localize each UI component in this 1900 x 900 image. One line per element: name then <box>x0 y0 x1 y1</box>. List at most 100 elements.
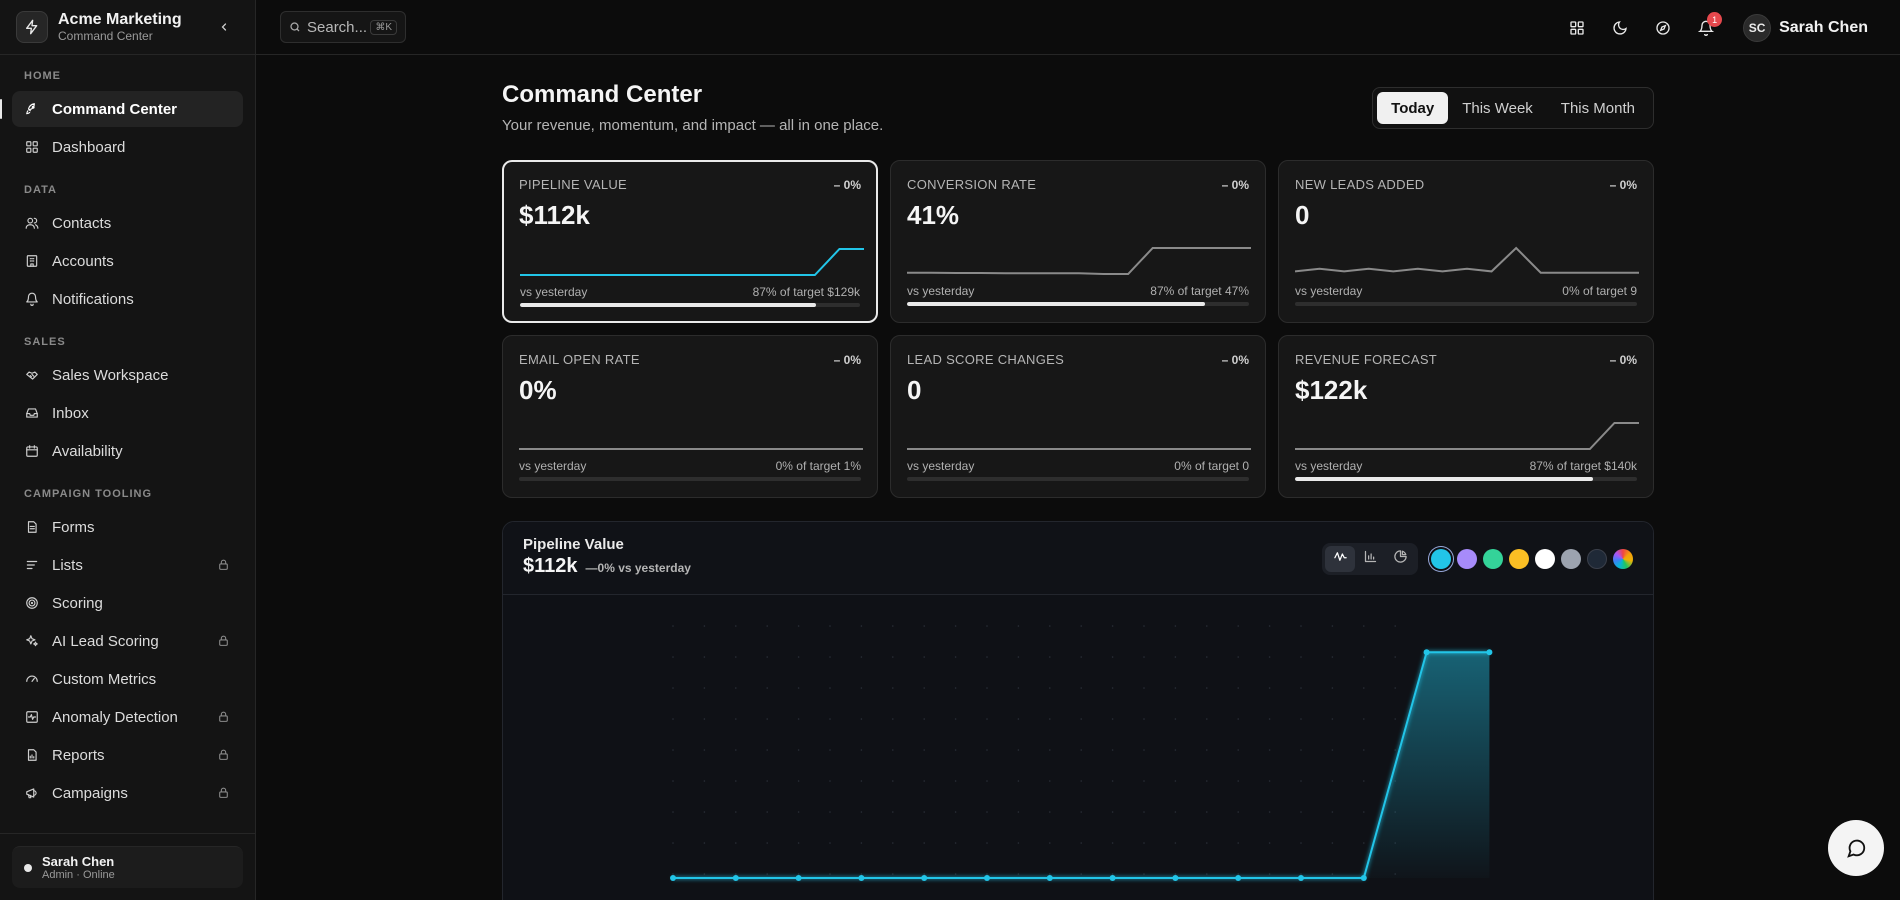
bar-chart-button[interactable] <box>1355 546 1385 572</box>
grid-dot <box>1111 842 1114 844</box>
grid-dot <box>892 656 894 658</box>
range-this-month-button[interactable]: This Month <box>1560 99 1635 117</box>
grid-dot <box>672 687 674 689</box>
pie-chart-button[interactable] <box>1385 546 1415 572</box>
compass-icon[interactable] <box>1649 14 1677 42</box>
kpi-progress-bar <box>1295 477 1637 481</box>
line-chart-button[interactable] <box>1325 546 1355 572</box>
grid-dot <box>1049 873 1051 875</box>
kpi-delta: – 0% <box>1221 178 1249 192</box>
kpi-footer: vs yesterday 0% of target 0 <box>907 459 1249 473</box>
sidebar-item-custom-metrics[interactable]: Custom Metrics <box>12 661 243 697</box>
grid-dot <box>1331 842 1334 844</box>
grid-dot <box>923 873 925 875</box>
range-this-week-button[interactable]: This Week <box>1462 99 1533 117</box>
grid-dot <box>1268 780 1271 782</box>
chart-point-3 <box>795 875 802 881</box>
kpi-value: 0 <box>907 375 922 405</box>
search-input[interactable]: Search... ⌘K <box>280 11 406 43</box>
grid-dot <box>1363 780 1365 782</box>
chart-value-row: $112k —0% vs yesterday <box>523 555 1633 578</box>
color-swatch[interactable] <box>1509 549 1529 569</box>
kpi-card-conversion-rate[interactable]: CONVERSION RATE – 0% 41% vs yesterday 87% of… <box>890 160 1266 323</box>
chat-button[interactable] <box>1828 820 1884 876</box>
sidebar-item-campaigns[interactable]: Campaigns <box>12 775 243 811</box>
grid-dot <box>1268 718 1271 720</box>
sparkline-path <box>520 248 864 276</box>
chart-point-6 <box>984 875 990 881</box>
grid-dot <box>829 811 831 813</box>
grid-dot <box>1394 625 1396 627</box>
kpi-card-email-open-rate[interactable]: EMAIL OPEN RATE – 0% 0% vs yesterday 0% of t… <box>502 335 878 498</box>
grid-dot <box>1143 656 1145 658</box>
grid-dot <box>923 780 925 782</box>
sidebar-user-card[interactable]: Sarah Chen Admin · Online <box>12 846 243 888</box>
sidebar-item-contacts[interactable]: Contacts <box>12 205 243 241</box>
sidebar-item-scoring[interactable]: Scoring <box>12 585 243 621</box>
kpi-card-lead-score-changes[interactable]: LEAD SCORE CHANGES – 0% 0 vs yesterday 0% of… <box>890 335 1266 498</box>
sidebar-item-accounts[interactable]: Accounts <box>12 243 243 279</box>
color-swatch[interactable] <box>1561 549 1581 569</box>
grid-dot <box>923 842 925 844</box>
grid-dot <box>1049 718 1051 720</box>
kpi-value: $112k <box>519 200 590 230</box>
color-swatch[interactable] <box>1587 549 1607 569</box>
grid-dot <box>766 873 768 875</box>
chart-point-9 <box>1172 875 1179 881</box>
color-swatch[interactable] <box>1613 549 1633 569</box>
kpi-card-revenue-forecast[interactable]: REVENUE FORECAST – 0% $122k vs yesterday 87%… <box>1278 335 1654 498</box>
sidebar-item-label: Notifications <box>52 290 134 308</box>
sidebar-item-ai-lead-scoring[interactable]: AI Lead Scoring <box>12 623 243 659</box>
sidebar-item-forms[interactable]: Forms <box>12 509 243 545</box>
color-swatch[interactable] <box>1457 549 1477 569</box>
kpi-card-pipeline-value[interactable]: PIPELINE VALUE – 0% $112k vs yesterday 87% o… <box>502 160 878 323</box>
bell-icon[interactable]: 1 <box>1692 12 1723 42</box>
grid-dot <box>735 718 737 720</box>
chevron-left-icon[interactable] <box>215 18 233 36</box>
grid-dot <box>703 687 706 689</box>
grid-dot <box>892 687 894 689</box>
moon-icon[interactable] <box>1606 14 1634 42</box>
color-swatch[interactable] <box>1535 549 1555 569</box>
sidebar-item-dashboard[interactable]: Dashboard <box>12 129 243 165</box>
color-swatch[interactable] <box>1483 549 1503 569</box>
sidebar-item-reports[interactable]: Reports <box>12 737 243 773</box>
kpi-footer: vs yesterday 87% of target $140k <box>1295 459 1637 473</box>
grid-dot <box>986 780 988 782</box>
grid-dot <box>829 687 831 689</box>
gauge-icon <box>24 671 40 687</box>
grid-dot <box>1017 842 1020 844</box>
grid-dot <box>1300 811 1302 813</box>
avatar[interactable]: SC <box>1743 14 1772 42</box>
inbox-icon <box>24 405 40 421</box>
notification-badge: 1 <box>1707 12 1723 27</box>
sidebar-item-anomaly-detection[interactable]: Anomaly Detection <box>12 699 243 735</box>
grid-dot <box>1143 780 1145 782</box>
color-swatch[interactable] <box>1431 549 1451 569</box>
target-icon <box>24 595 40 611</box>
grid-dot <box>672 811 674 813</box>
sidebar-item-sales-workspace[interactable]: Sales Workspace <box>12 357 243 393</box>
top-user-name[interactable]: Sarah Chen <box>1779 19 1868 36</box>
kpi-card-new-leads-added[interactable]: NEW LEADS ADDED – 0% 0 vs yesterday 0% of ta… <box>1278 160 1654 323</box>
sidebar-item-availability[interactable]: Availability <box>12 433 243 469</box>
grid-dot <box>860 749 863 751</box>
grid-dot <box>797 625 800 627</box>
nav-section-label: DATA <box>24 184 57 196</box>
kpi-target: 87% of target $140k <box>1529 459 1637 473</box>
range-today-button[interactable]: Today <box>1377 92 1449 124</box>
topbar-actions: 1 SC Sarah Chen <box>1563 12 1868 42</box>
sidebar-item-lists[interactable]: Lists <box>12 547 243 583</box>
apps-grid-icon[interactable] <box>1563 14 1591 42</box>
report-icon <box>24 747 40 763</box>
grid-dot <box>986 811 988 813</box>
chart-type-toggle <box>1322 543 1418 575</box>
lightning-icon[interactable] <box>16 11 48 43</box>
grid-dot <box>1143 625 1145 627</box>
sidebar-item-inbox[interactable]: Inbox <box>12 395 243 431</box>
grid-dot <box>892 749 894 751</box>
sidebar-item-label: AI Lead Scoring <box>52 632 159 650</box>
sidebar-item-command-center[interactable]: Command Center <box>0 91 243 127</box>
sidebar-item-notifications[interactable]: Notifications <box>12 281 243 317</box>
grid-dot <box>954 625 957 627</box>
